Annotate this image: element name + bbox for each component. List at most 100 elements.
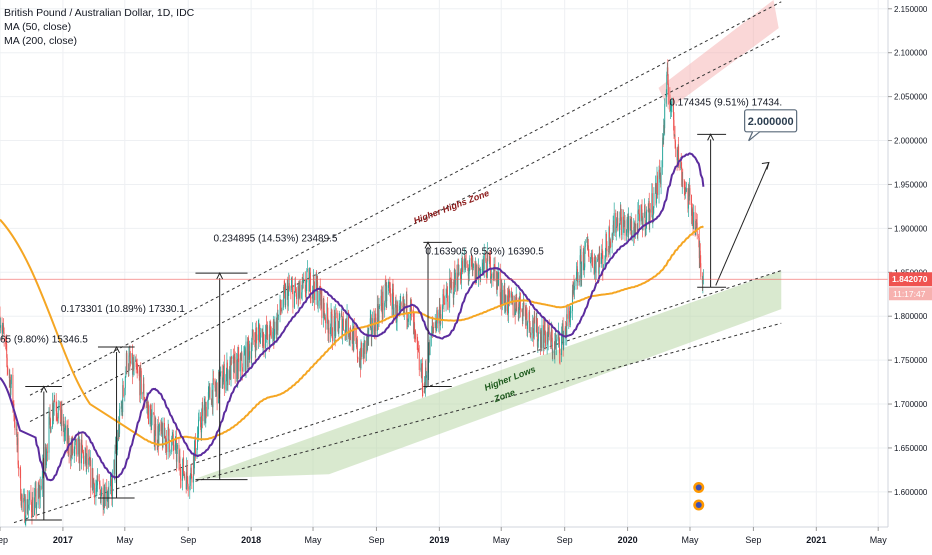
ma50-legend[interactable]: MA (50, close) — [4, 20, 194, 34]
candle-body — [321, 290, 322, 318]
candle-body — [199, 417, 200, 420]
candle-body — [87, 454, 88, 464]
candle-body — [657, 176, 658, 195]
candle-body — [76, 439, 77, 455]
projection-arrow — [716, 162, 769, 285]
candle-body — [466, 262, 467, 264]
candle-body — [264, 344, 265, 349]
candle-body — [437, 310, 438, 323]
candle-body — [29, 492, 30, 500]
candle-body — [108, 486, 109, 498]
candle-body — [401, 303, 402, 306]
candle-body — [101, 496, 102, 503]
event-icon-inner — [696, 502, 702, 508]
candle-body — [477, 265, 478, 276]
candle-body — [473, 264, 474, 268]
candle-body — [365, 341, 366, 354]
candle-body — [578, 281, 579, 282]
chart-legend[interactable]: British Pound / Australian Dollar, 1D, I… — [4, 6, 194, 48]
candle-body — [549, 325, 550, 335]
target-callout[interactable]: 2.000000 — [745, 110, 797, 141]
candle-body — [455, 273, 456, 285]
candle-body — [625, 220, 626, 235]
candle-body — [700, 263, 701, 277]
candle-body — [105, 487, 106, 506]
candle-body — [336, 313, 337, 314]
grid — [0, 0, 888, 527]
candle-body — [36, 505, 37, 510]
candle-body — [411, 307, 412, 310]
candle-body — [177, 445, 178, 449]
target-pointer — [749, 132, 760, 141]
candle-body — [531, 333, 532, 335]
candle-body — [60, 402, 61, 424]
candle-body — [690, 188, 691, 195]
candle-body — [0, 325, 1, 328]
candle-body — [128, 355, 129, 370]
candle-body — [256, 334, 257, 340]
y-tick-label: 1.900000 — [894, 224, 928, 233]
x-tick-label: 2021 — [806, 535, 826, 545]
candle-body — [469, 258, 470, 270]
ma200-legend[interactable]: MA (200, close) — [4, 34, 194, 48]
candle-body — [350, 328, 351, 337]
candle-body — [242, 367, 243, 371]
candle-body — [213, 378, 214, 379]
candle-body — [292, 287, 293, 308]
candle-body — [65, 425, 66, 430]
candle-body — [552, 350, 553, 352]
candle-body — [453, 294, 454, 297]
last-price-label: 1.842070 — [892, 274, 928, 284]
candle-body — [296, 293, 297, 299]
candle-body — [419, 352, 420, 370]
candle-body — [260, 333, 261, 344]
measure-label: 0.163905 (9.53%) 16390.5 — [425, 247, 544, 258]
candle-body — [357, 339, 358, 357]
candle-body — [154, 436, 155, 442]
countdown-label: 11:17:47 — [893, 289, 926, 299]
candle-body — [18, 465, 19, 468]
candle-body — [462, 261, 463, 272]
candle-body — [194, 448, 195, 469]
target-label[interactable]: 2.000000 — [748, 116, 794, 128]
candle-body — [666, 75, 667, 95]
measure-label: 0.234895 (14.53%) 23489.5 — [213, 234, 337, 245]
candle-body — [217, 383, 218, 404]
x-tick-label: Sep — [745, 535, 761, 545]
candle-body — [303, 280, 304, 281]
candle-body — [235, 357, 236, 379]
candle-body — [47, 452, 48, 453]
candle-body — [415, 332, 416, 334]
candle-body — [422, 391, 423, 393]
candle-body — [563, 335, 564, 348]
y-tick-label: 1.800000 — [894, 312, 928, 321]
candle-body — [183, 458, 184, 475]
projection-arrowhead — [762, 162, 769, 169]
candle-body — [448, 302, 449, 308]
x-tick-label: 2018 — [241, 535, 261, 545]
candle-body — [621, 217, 622, 235]
candle-body — [664, 104, 665, 128]
candle-body — [267, 327, 268, 340]
candle-body — [318, 301, 319, 307]
candle-body — [556, 340, 557, 345]
measure-label: 0.173301 (10.89%) 17330.1 — [61, 304, 185, 315]
candle-body — [227, 370, 228, 385]
candle-body — [674, 120, 675, 136]
symbol-title[interactable]: British Pound / Australian Dollar, 1D, I… — [4, 6, 194, 20]
candle-body — [166, 440, 167, 452]
candle-body — [459, 272, 460, 275]
candle-body — [289, 283, 290, 289]
measure-label: 65 (9.80%) 15346.5 — [0, 335, 88, 346]
candle-body — [169, 429, 170, 441]
candle-body — [675, 141, 676, 148]
candle-body — [338, 328, 339, 334]
candle-body — [294, 291, 295, 307]
candle-body — [77, 440, 78, 455]
candle-body — [368, 328, 369, 338]
candle-body — [238, 354, 239, 371]
candle-body — [645, 205, 646, 230]
